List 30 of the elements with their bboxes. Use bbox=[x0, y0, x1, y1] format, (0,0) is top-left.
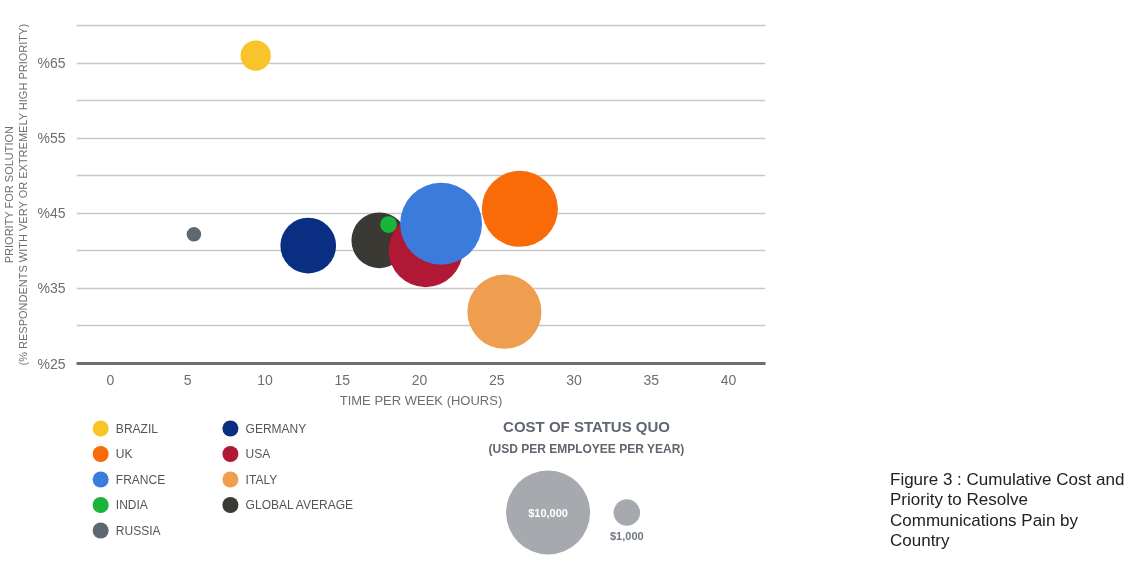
legend-label: $1,000 bbox=[609, 529, 644, 542]
y-tick-label: %55 bbox=[37, 130, 66, 147]
legend-label: FRANCE bbox=[115, 472, 166, 487]
legend-title: COST OF STATUS QUO bbox=[503, 418, 671, 435]
x-tick-label: 30 bbox=[566, 371, 582, 388]
y-tick-label: %65 bbox=[37, 55, 66, 72]
y-tick-label: %35 bbox=[37, 280, 66, 297]
x-tick-label: 0 bbox=[106, 371, 115, 388]
x-tick-label: 25 bbox=[488, 371, 505, 388]
legend-label: GERMANY bbox=[245, 421, 307, 436]
legend-label: INDIA bbox=[115, 498, 148, 512]
x-tick-label: 5 bbox=[183, 371, 192, 388]
text: (USD PER EMPLOYEE PER YEAR) bbox=[488, 441, 685, 456]
x-axis-title: TIME PER WEEK (HOURS) bbox=[339, 392, 503, 408]
legend-label: ITALY bbox=[245, 472, 278, 487]
x-tick-label: 40 bbox=[720, 371, 737, 388]
legend-label: UK bbox=[115, 447, 133, 461]
legend-label: $10,000 bbox=[528, 506, 568, 519]
legend-label: RUSSIA bbox=[115, 523, 161, 538]
x-tick-label: 10 bbox=[257, 371, 273, 388]
y-tick-label: %25 bbox=[37, 355, 66, 372]
x-tick-label: 35 bbox=[643, 371, 660, 388]
x-tick-label: 20 bbox=[411, 371, 428, 388]
x-tick-label: 15 bbox=[334, 371, 351, 388]
legend-label: GLOBAL AVERAGE bbox=[245, 498, 354, 512]
y-axis-title: PRIORITY FOR SOLUTION (% RESPONDENTS WITH VERY OR EXTREMELY HIGH PRIORITY) bbox=[3, 23, 30, 366]
y-tick-label: %45 bbox=[37, 205, 66, 222]
legend-label: BRAZIL bbox=[115, 421, 159, 436]
legend-label: USA bbox=[245, 447, 271, 461]
caption: Figure 3 : Cumulative Cost and Priority to Resolve Communications Pain by Country bbox=[890, 470, 1126, 552]
